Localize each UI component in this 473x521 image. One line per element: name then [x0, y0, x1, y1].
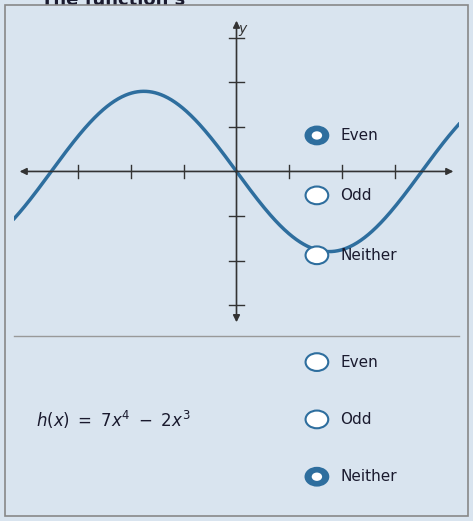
Text: Even: Even: [341, 355, 378, 369]
Text: The function s: The function s: [41, 0, 185, 8]
Text: $h\left(x\right)\ =\ 7x^{4}\ -\ 2x^{3}$: $h\left(x\right)\ =\ 7x^{4}\ -\ 2x^{3}$: [36, 409, 191, 431]
Text: Even: Even: [341, 128, 378, 143]
Text: Neither: Neither: [341, 248, 397, 263]
Text: Neither: Neither: [341, 469, 397, 484]
Text: Odd: Odd: [341, 188, 372, 203]
Text: Odd: Odd: [341, 412, 372, 427]
Text: y: y: [239, 22, 247, 36]
